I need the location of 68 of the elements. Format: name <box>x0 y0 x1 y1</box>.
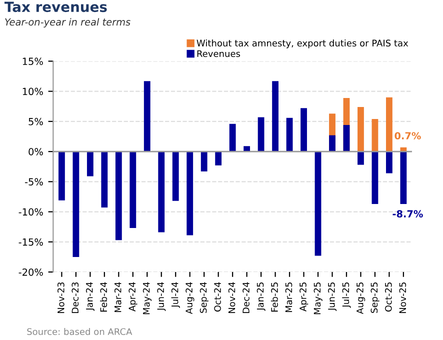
bar <box>72 152 80 257</box>
bar <box>314 152 322 256</box>
x-tick-label: Nov-24 <box>228 282 236 313</box>
bar <box>130 152 136 228</box>
x-tick-label: Sep-25 <box>370 282 380 313</box>
x-tick-label: Apr-24 <box>128 282 138 312</box>
x-tick-label: May-25 <box>314 282 322 314</box>
y-tick-label: 0% <box>28 148 43 156</box>
bar <box>343 125 350 152</box>
x-tick-label: Feb-25 <box>270 282 278 312</box>
bar <box>358 152 364 165</box>
bar <box>244 146 250 152</box>
x-tick-label: Jun-25 <box>328 282 337 312</box>
legend-label: Revenues <box>197 50 240 58</box>
y-tick-label: 5% <box>28 118 43 126</box>
x-tick-label: Aug-24 <box>186 282 194 314</box>
y-tick-label: -5% <box>24 178 43 186</box>
bar <box>372 119 378 152</box>
legend-label: Without tax amnesty, export duties or PAIS tax <box>196 40 408 48</box>
x-tick-label: Nov-25 <box>399 282 406 313</box>
bar <box>186 152 194 236</box>
x-tick-label: Dec-23 <box>72 282 79 314</box>
chart-title: Tax revenues <box>4 2 107 12</box>
source-note: Source: based on ARCA <box>27 328 132 336</box>
x-tick-label: Jun-24 <box>157 282 166 312</box>
x-tick-label: Jul-24 <box>171 282 180 308</box>
bar <box>300 108 307 152</box>
bar <box>58 152 65 200</box>
bar <box>400 152 407 204</box>
bar <box>215 152 222 166</box>
bar <box>372 152 378 204</box>
data-label: -8.7% <box>392 210 423 218</box>
bar <box>329 135 336 152</box>
bar <box>386 152 392 174</box>
y-tick-label: -15% <box>18 238 43 246</box>
bar <box>200 152 208 172</box>
bar <box>115 152 122 240</box>
x-tick-label: Sep-24 <box>200 282 208 313</box>
bar <box>158 152 165 232</box>
y-tick-label: 15% <box>22 58 43 66</box>
x-tick-label: Jul-25 <box>342 282 351 308</box>
bar <box>386 97 392 152</box>
x-tick-label: Feb-24 <box>100 282 108 312</box>
y-tick-label: 10% <box>22 88 43 96</box>
x-tick-label: Jan-24 <box>86 282 94 311</box>
bar <box>101 152 108 208</box>
x-tick-label: Mar-24 <box>114 282 122 312</box>
x-tick-label: Aug-25 <box>356 282 366 314</box>
y-tick-label: -20% <box>18 268 43 276</box>
x-tick-label: Dec-24 <box>242 282 250 314</box>
y-tick-label: -10% <box>18 208 43 216</box>
x-tick-label: Oct-24 <box>214 282 221 312</box>
bar <box>86 152 94 176</box>
bar <box>172 152 179 201</box>
bar <box>229 124 236 152</box>
bar <box>272 81 278 152</box>
x-tick-label: May-24 <box>142 282 152 314</box>
data-label: 0.7% <box>394 132 421 140</box>
bar <box>258 117 264 152</box>
x-tick-label: Nov-23 <box>57 282 64 313</box>
bar <box>286 118 293 152</box>
x-tick-label: Mar-25 <box>285 282 292 312</box>
chart-subtitle: Year-on-year in real terms <box>5 18 130 28</box>
bar <box>144 81 150 152</box>
bar <box>358 106 364 152</box>
x-tick-label: Jan-25 <box>256 282 266 311</box>
x-tick-label: Oct-25 <box>385 282 392 312</box>
x-tick-label: Apr-25 <box>300 282 308 312</box>
